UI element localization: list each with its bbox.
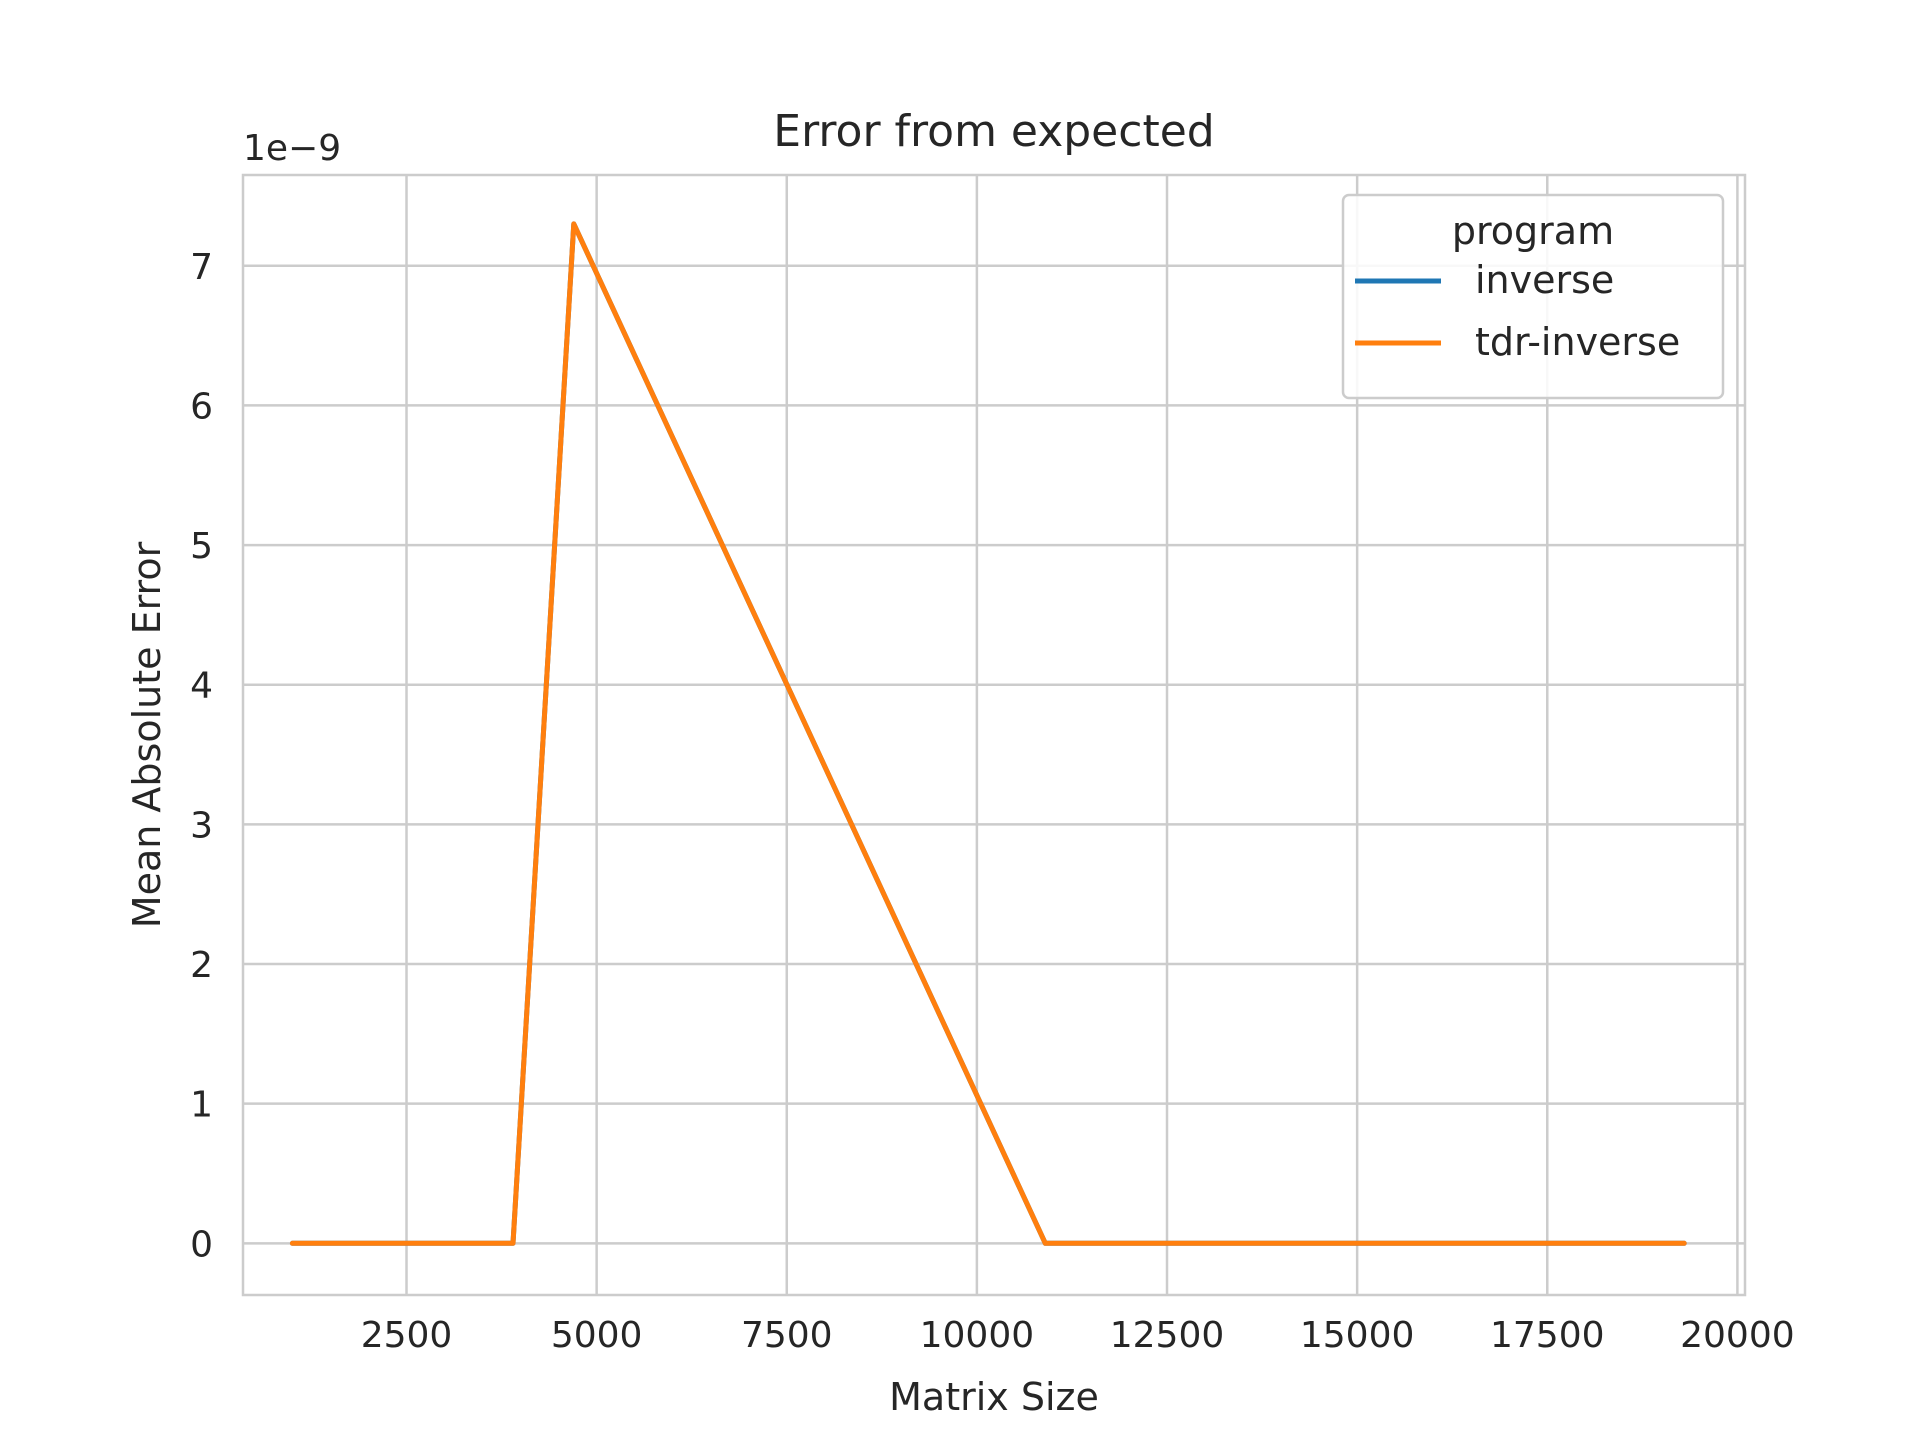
y-tick-label: 0: [190, 1224, 213, 1265]
series-layer: [289, 221, 1687, 1246]
x-tick-label: 10000: [920, 1315, 1035, 1356]
plot-frame: [241, 173, 1747, 1297]
chart-title: Error from expected: [773, 106, 1214, 157]
legend-label-inverse: inverse: [1475, 258, 1614, 302]
x-tick-label: 15000: [1300, 1315, 1415, 1356]
y-tick-label: 5: [190, 526, 213, 567]
legend-box: [1341, 193, 1725, 400]
legend-entries: inverse tdr-inverse: [1355, 258, 1680, 364]
y-axis-multiplier: 1e−9: [243, 128, 341, 169]
x-tick-label: 5000: [551, 1315, 643, 1356]
x-tick-label: 20000: [1680, 1315, 1795, 1356]
x-tick-label: 7500: [741, 1315, 833, 1356]
x-tick-label: 17500: [1490, 1315, 1605, 1356]
y-tick-label: 3: [190, 805, 213, 846]
legend-title: program: [1452, 209, 1614, 253]
legend: program inverse tdr-inverse: [1341, 193, 1725, 400]
series-line-tdr-inverse: [289, 221, 1687, 1246]
y-tick-label: 6: [190, 386, 213, 427]
y-axis-label: Mean Absolute Error: [125, 541, 169, 928]
y-tick-label: 4: [190, 666, 213, 707]
y-tick-label: 7: [190, 247, 213, 288]
x-axis-label: Matrix Size: [889, 1375, 1099, 1419]
legend-label-tdr-inverse: tdr-inverse: [1475, 320, 1680, 364]
x-tick-label: 2500: [361, 1315, 453, 1356]
x-tick-label: 12500: [1110, 1315, 1225, 1356]
y-tick-label: 2: [190, 945, 213, 986]
y-tick-label: 1: [190, 1085, 213, 1126]
tick-layer: 2500 5000 7500 10000 12500 15000 17500 20000 0 1 2…: [190, 247, 1795, 1356]
